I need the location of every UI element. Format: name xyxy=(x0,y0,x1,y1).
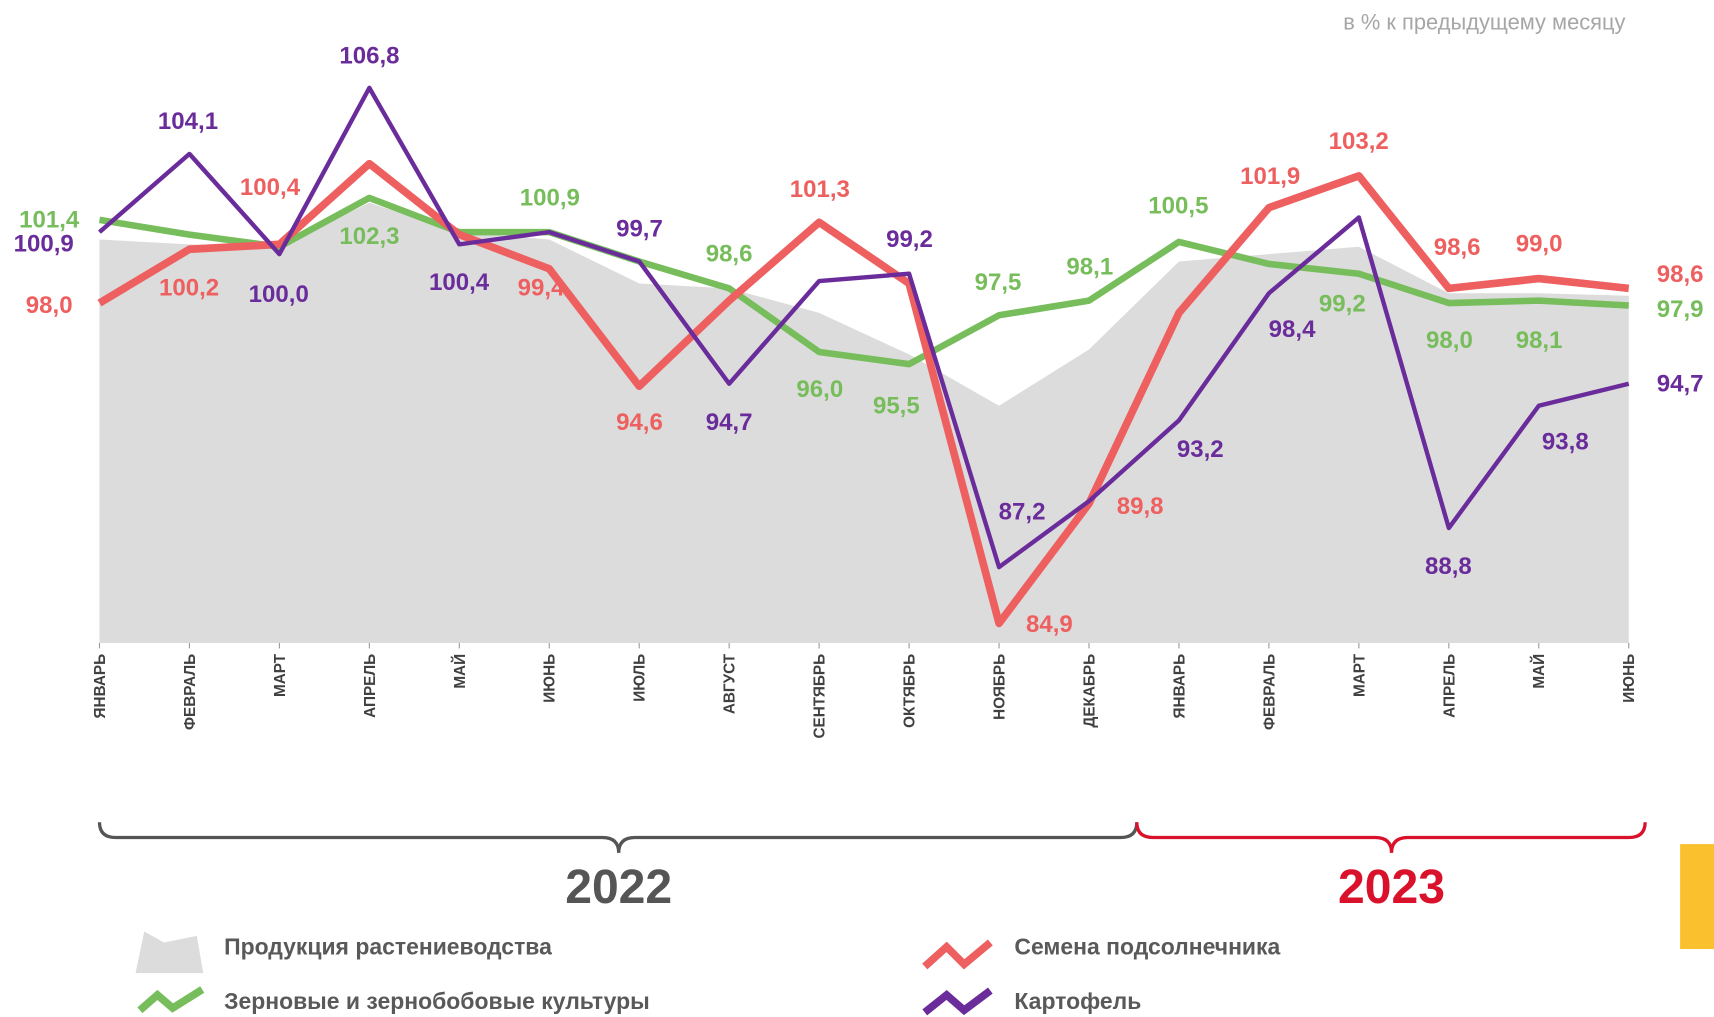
legend-label: Семена подсолнечника xyxy=(1014,933,1280,959)
x-tick-label: ОКТЯБРЬ xyxy=(902,654,919,728)
x-tick-label: АПРЕЛЬ xyxy=(1441,654,1458,718)
value-label: 84,9 xyxy=(1026,611,1073,638)
line xyxy=(98,194,1629,368)
value-label: 96,0 xyxy=(796,376,843,403)
value-label: 99,0 xyxy=(1516,231,1563,258)
x-tick-label: СЕНТЯБРЬ xyxy=(812,654,829,739)
value-label: 106,8 xyxy=(339,43,399,70)
value-label: 94,7 xyxy=(706,409,753,436)
value-label: 100,5 xyxy=(1148,192,1208,219)
x-tick-label: ИЮЛЬ xyxy=(632,654,649,702)
value-label: 100,2 xyxy=(159,274,219,301)
value-label: 93,8 xyxy=(1542,428,1589,455)
year-label: 2023 xyxy=(1338,860,1445,914)
value-label: 98,1 xyxy=(1516,327,1563,354)
value-label: 98,4 xyxy=(1269,316,1316,343)
value-label: 95,5 xyxy=(873,392,920,419)
x-tick-label: ФЕВРАЛЬ xyxy=(1261,654,1278,730)
value-label: 100,9 xyxy=(14,231,74,258)
legend-icon xyxy=(922,939,993,970)
line xyxy=(98,85,1630,570)
x-tick-label: ИЮНЬ xyxy=(1621,654,1638,703)
value-label: 103,2 xyxy=(1329,128,1389,155)
value-label: 98,0 xyxy=(1426,327,1473,354)
bracket-2023 xyxy=(1135,822,1647,853)
x-tick-label: НОЯБРЬ xyxy=(992,654,1009,720)
legend-label: Картофель xyxy=(1014,988,1141,1014)
legend-label: Зерновые и зернобобовые культуры xyxy=(224,988,650,1014)
x-tick-label: АПРЕЛЬ xyxy=(362,654,379,718)
value-label: 97,9 xyxy=(1657,296,1704,323)
x-tick-label: МАРТ xyxy=(1351,653,1368,697)
x-tick-label: АВГУСТ xyxy=(722,653,739,714)
area xyxy=(99,202,1629,643)
value-label: 97,5 xyxy=(975,269,1022,296)
value-label: 98,6 xyxy=(1657,261,1704,288)
x-tick-label: ФЕВРАЛЬ xyxy=(182,654,199,730)
legend-icon xyxy=(922,987,993,1016)
value-label: 98,6 xyxy=(1434,234,1481,261)
value-label: 101,3 xyxy=(790,176,850,203)
value-label: 89,8 xyxy=(1117,493,1164,520)
x-tick-label: ЯНВАРЬ xyxy=(1171,654,1188,719)
legend-icon xyxy=(137,986,205,1014)
value-label: 100,9 xyxy=(520,185,580,212)
plot: 101,4 102,3 100,9 98,6 96,0 95,5 97,5 98,1 100,5… xyxy=(14,43,1704,739)
year-label: 2022 xyxy=(565,860,672,914)
legend-label: Продукция растениеводства xyxy=(224,933,552,959)
value-label: 101,9 xyxy=(1240,163,1300,190)
value-label: 102,3 xyxy=(339,223,399,250)
value-label: 93,2 xyxy=(1177,436,1224,463)
subtitle: в % к предыдущему месяцу xyxy=(1343,10,1625,35)
x-tick-label: ЯНВАРЬ xyxy=(92,654,109,719)
value-label: 99,7 xyxy=(616,215,663,242)
x-tick-label: ИЮНЬ xyxy=(542,654,559,703)
x-tick-label: МАРТ xyxy=(272,653,289,697)
decoration xyxy=(1680,844,1714,950)
legend-icon xyxy=(135,931,204,974)
bracket-2022 xyxy=(97,822,1139,853)
value-label: 98,6 xyxy=(706,240,753,267)
x-tick-label: МАЙ xyxy=(1530,654,1548,689)
line xyxy=(97,159,1630,628)
value-label: 100,4 xyxy=(429,269,490,296)
value-label: 100,4 xyxy=(240,174,301,201)
value-label: 99,2 xyxy=(1319,291,1366,318)
value-label: 98,1 xyxy=(1066,254,1113,281)
value-label: 101,4 xyxy=(19,207,80,234)
value-label: 99,2 xyxy=(886,226,933,253)
value-label: 94,7 xyxy=(1657,371,1704,398)
value-label: 87,2 xyxy=(999,498,1046,525)
value-label: 98,0 xyxy=(26,292,73,319)
value-label: 94,6 xyxy=(616,409,663,436)
value-label: 88,8 xyxy=(1425,553,1472,580)
x-tick-label: МАЙ xyxy=(451,654,469,689)
x-tick-label: ДЕКАБРЬ xyxy=(1081,654,1098,728)
value-label: 104,1 xyxy=(158,108,218,135)
value-label: 100,0 xyxy=(249,281,309,308)
value-label: 99,4 xyxy=(518,274,565,301)
